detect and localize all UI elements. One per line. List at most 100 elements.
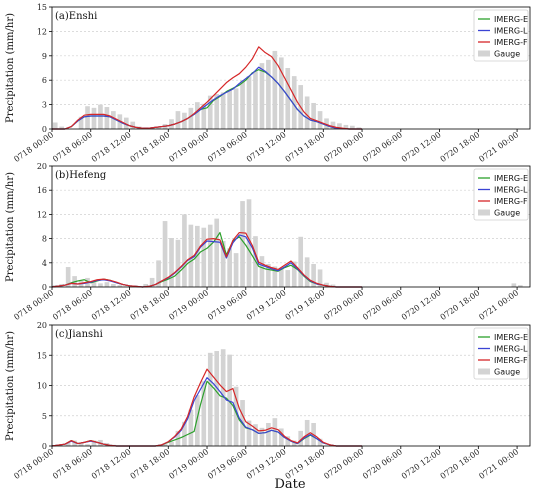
axes-frame-b	[51, 165, 531, 288]
gauge-bar	[337, 123, 342, 129]
legend-box-c	[473, 327, 529, 380]
gauge-bar	[220, 241, 226, 287]
gauge-bar	[195, 225, 200, 287]
gauge-bar	[182, 421, 187, 446]
xtick-label: 0720 00:00	[322, 447, 365, 481]
gauge-bar	[517, 285, 523, 287]
legend-swatch-gauge	[478, 209, 490, 216]
legend-swatch-gauge	[478, 50, 490, 57]
gauge-bar	[149, 128, 155, 129]
gauge-bar	[311, 264, 316, 287]
xtick-label: 0718 12:00	[90, 288, 133, 322]
gauge-bar	[156, 260, 161, 287]
panel-title-a: (a)Enshi	[55, 11, 97, 22]
xtick-label: 0720 12:00	[400, 288, 443, 322]
gauge-bar	[240, 201, 245, 287]
gauge-bar	[111, 111, 116, 129]
gauge-bar	[188, 409, 194, 446]
gauge-bar	[272, 418, 278, 446]
xtick-label: 0718 12:00	[90, 447, 133, 481]
xtick-label: 0719 18:00	[284, 130, 327, 164]
gauge-bar	[214, 351, 220, 446]
gauge-bar	[291, 440, 297, 446]
gauge-bar	[240, 80, 245, 129]
legend-label-imerg-f: IMERG-F	[494, 197, 528, 206]
ylabel-panel-a: Precipitation (mm/hr)	[5, 13, 16, 123]
ytick-label: 0	[42, 283, 47, 292]
gauge-bar	[59, 126, 65, 129]
gauge-bar	[233, 88, 239, 129]
gauge-bar	[85, 106, 90, 129]
gauge-bar	[311, 102, 316, 129]
gauge-bar	[149, 277, 155, 287]
gauge-bar	[78, 443, 84, 446]
gauge-bar	[207, 352, 213, 446]
ytick-label: 6	[42, 76, 47, 85]
axes-frame-a	[51, 6, 531, 130]
gauge-bar	[291, 76, 297, 129]
gauge-bar	[220, 92, 226, 129]
xtick-label: 0718 06:00	[51, 130, 94, 164]
gauge-bar	[511, 283, 517, 287]
legend-label-gauge: Gauge	[494, 50, 520, 59]
gauge-bar	[233, 253, 239, 287]
gauge-bar	[104, 282, 110, 287]
gauge-bar	[65, 442, 71, 446]
gauge-bar	[285, 270, 291, 287]
gauge-bar	[317, 438, 323, 446]
xtick-label: 0720 12:00	[400, 130, 443, 164]
gauge-bar	[182, 214, 187, 287]
gauge-bar	[52, 122, 58, 129]
gauge-bar	[317, 111, 323, 129]
gauge-bar	[207, 224, 213, 287]
gauge-bar	[227, 248, 232, 287]
gauge-bar	[130, 121, 136, 129]
xtick-label: 0718 00:00	[12, 447, 55, 481]
gauge-bar	[253, 71, 258, 129]
gauge-bar	[72, 440, 77, 446]
legend-label-imerg-e: IMERG-E	[494, 15, 528, 24]
xtick-label: 0721 00:00	[477, 447, 520, 481]
gauge-bar	[266, 59, 271, 129]
gauge-bar	[201, 103, 207, 129]
panel-title-c: (c)Jianshi	[55, 329, 103, 340]
xtick-label: 0718 06:00	[51, 288, 94, 322]
gauge-bar	[169, 441, 174, 446]
gauge-bar	[78, 116, 84, 129]
gauge-bar	[298, 236, 304, 287]
ytick-label: 4	[42, 259, 47, 268]
series-line-imerg-f	[51, 231, 363, 288]
xtick-label: 0719 00:00	[167, 288, 210, 322]
gauge-bar	[304, 419, 310, 446]
gauge-bar	[259, 427, 265, 446]
ytick-label: 16	[37, 186, 47, 195]
xaxis-title: Date	[274, 477, 305, 492]
gauge-bar	[227, 354, 232, 446]
gauge-bar	[291, 261, 297, 287]
gauge-bar	[117, 285, 123, 287]
xtick-label: 0719 18:00	[284, 447, 327, 481]
legend-box-a	[473, 9, 529, 62]
xtick-label: 0720 06:00	[361, 288, 404, 322]
gauge-bar	[233, 386, 239, 446]
legend-label-imerg-l: IMERG-L	[494, 186, 528, 195]
xtick-label: 0719 12:00	[245, 288, 288, 322]
series-line-imerg-l	[52, 66, 363, 130]
gauge-bar	[350, 125, 355, 129]
gauge-bar	[324, 282, 329, 287]
gauge-bar	[91, 282, 97, 287]
gauge-bar	[207, 95, 213, 129]
xtick-label: 0719 06:00	[206, 130, 249, 164]
gauge-bar	[169, 119, 174, 129]
gauge-bar	[285, 436, 291, 446]
xtick-label: 0720 18:00	[439, 130, 482, 164]
legend-label-imerg-e: IMERG-E	[494, 174, 528, 183]
legend-label-imerg-l: IMERG-L	[494, 345, 528, 354]
gauge-bar	[123, 117, 129, 129]
ytick-label: 3	[42, 101, 47, 110]
gauge-bar	[162, 221, 168, 287]
gauge-bar	[253, 424, 258, 446]
gauge-bar	[162, 444, 168, 446]
xtick-label: 0720 00:00	[322, 288, 365, 322]
